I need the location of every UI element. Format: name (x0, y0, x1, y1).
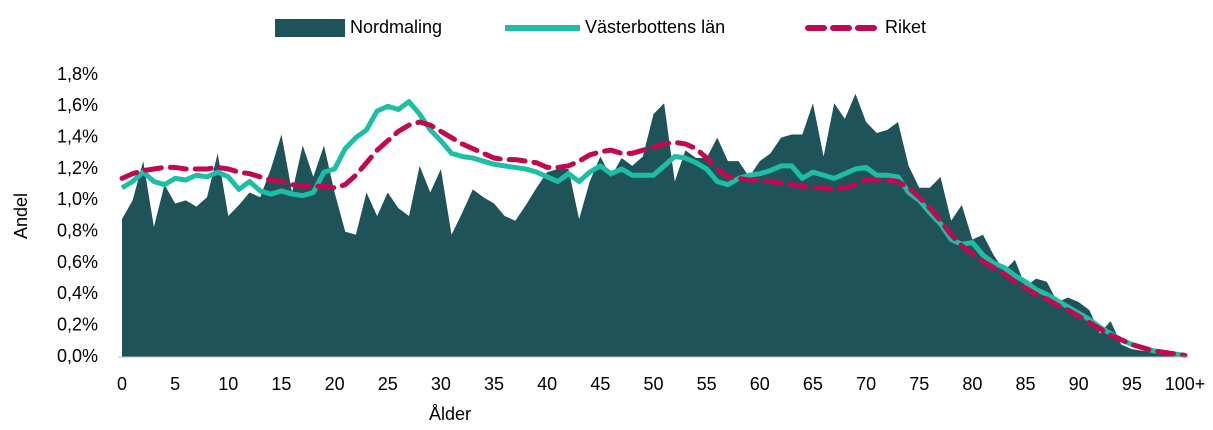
x-tick-label: 95 (1122, 374, 1142, 394)
legend-label: Västerbottens län (585, 17, 725, 37)
y-tick-label: 1,0% (57, 189, 98, 209)
legend-label: Nordmaling (350, 17, 442, 37)
y-tick-label: 0,4% (57, 283, 98, 303)
x-tick-label: 100+ (1165, 374, 1206, 394)
y-tick-label: 0,2% (57, 314, 98, 334)
x-tick-label: 15 (271, 374, 291, 394)
x-tick-label: 25 (378, 374, 398, 394)
x-tick-label: 45 (590, 374, 610, 394)
x-tick-label: 80 (962, 374, 982, 394)
x-axis-label: Ålder (429, 404, 471, 424)
x-tick-label: 50 (643, 374, 663, 394)
x-tick-label: 75 (909, 374, 929, 394)
x-tick-label: 0 (117, 374, 127, 394)
x-tick-label: 35 (484, 374, 504, 394)
y-tick-label: 1,2% (57, 158, 98, 178)
x-tick-label: 30 (431, 374, 451, 394)
y-axis-label: Andel (11, 193, 31, 239)
y-tick-label: 1,6% (57, 95, 98, 115)
x-tick-label: 85 (1016, 374, 1036, 394)
x-tick-label: 60 (750, 374, 770, 394)
x-tick-label: 65 (803, 374, 823, 394)
legend-label: Riket (885, 17, 926, 37)
x-tick-label: 5 (170, 374, 180, 394)
y-tick-label: 0,0% (57, 346, 98, 366)
area (122, 93, 1185, 358)
line (119, 119, 1188, 358)
x-tick-label: 90 (1069, 374, 1089, 394)
line (120, 99, 1186, 358)
x-tick-label: 40 (537, 374, 557, 394)
y-tick-label: 0,6% (57, 252, 98, 272)
y-tick-label: 0,8% (57, 220, 98, 240)
x-tick-label: 55 (697, 374, 717, 394)
x-tick-label: 20 (325, 374, 345, 394)
legend-swatch (275, 19, 345, 37)
y-tick-label: 1,8% (57, 64, 98, 84)
x-tick-label: 70 (856, 374, 876, 394)
x-tick-label: 10 (218, 374, 238, 394)
y-tick-label: 1,4% (57, 126, 98, 146)
